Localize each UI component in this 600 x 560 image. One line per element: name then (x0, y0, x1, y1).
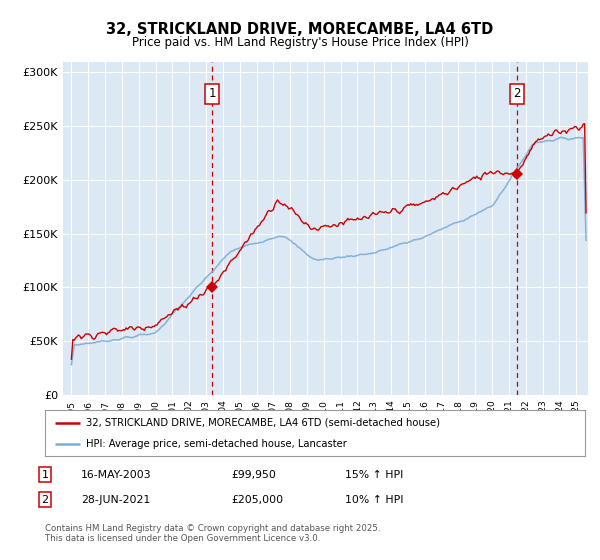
Text: 28-JUN-2021: 28-JUN-2021 (81, 494, 150, 505)
Text: 15% ↑ HPI: 15% ↑ HPI (345, 470, 403, 480)
Text: 10% ↑ HPI: 10% ↑ HPI (345, 494, 404, 505)
Text: 32, STRICKLAND DRIVE, MORECAMBE, LA4 6TD: 32, STRICKLAND DRIVE, MORECAMBE, LA4 6TD (106, 22, 494, 38)
Text: 1: 1 (209, 87, 216, 100)
Text: Contains HM Land Registry data © Crown copyright and database right 2025.
This d: Contains HM Land Registry data © Crown c… (45, 524, 380, 543)
Text: 1: 1 (41, 470, 49, 480)
Text: 2: 2 (41, 494, 49, 505)
Text: 16-MAY-2003: 16-MAY-2003 (81, 470, 152, 480)
Text: £99,950: £99,950 (231, 470, 276, 480)
Text: Price paid vs. HM Land Registry's House Price Index (HPI): Price paid vs. HM Land Registry's House … (131, 36, 469, 49)
Text: 32, STRICKLAND DRIVE, MORECAMBE, LA4 6TD (semi-detached house): 32, STRICKLAND DRIVE, MORECAMBE, LA4 6TD… (86, 418, 439, 428)
Text: £205,000: £205,000 (231, 494, 283, 505)
Text: 2: 2 (514, 87, 521, 100)
Text: HPI: Average price, semi-detached house, Lancaster: HPI: Average price, semi-detached house,… (86, 439, 346, 449)
